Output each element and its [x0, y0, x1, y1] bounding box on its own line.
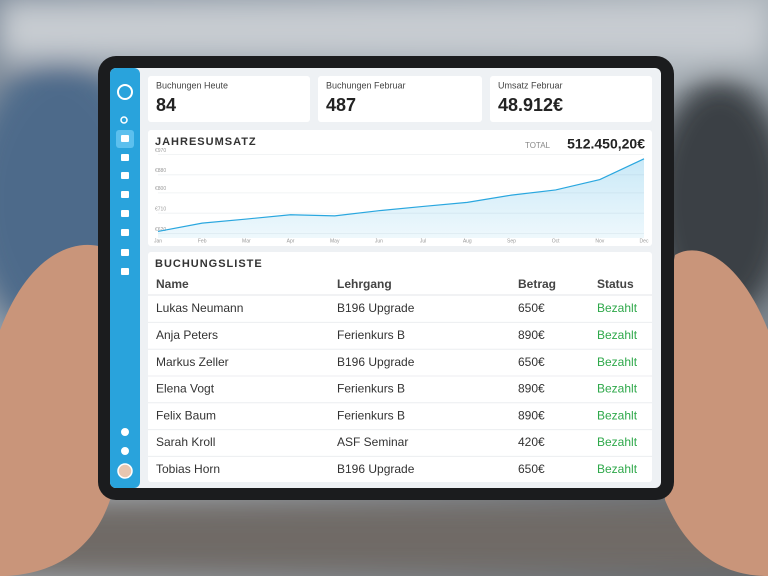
x-tick-label: Oct — [552, 238, 560, 244]
table-cell: B196 Upgrade — [337, 462, 415, 476]
table-cell: B196 Upgrade — [337, 355, 415, 369]
x-tick-label: Dec — [640, 238, 649, 244]
nav-icon — [121, 249, 129, 256]
table-cell: 890€ — [518, 328, 545, 342]
table-cell: Lukas Neumann — [156, 301, 243, 315]
y-tick-label: €880 — [155, 168, 166, 174]
stat-value: 48.912€ — [498, 95, 563, 115]
nav-icon — [121, 191, 129, 198]
nav-icon — [121, 210, 129, 217]
stat-label: Buchungen Februar — [326, 80, 406, 90]
table-cell: Ferienkurs B — [337, 408, 405, 422]
table-cell: 890€ — [518, 382, 545, 396]
status-cell: Bezahlt — [597, 355, 638, 369]
x-tick-label: Feb — [198, 238, 207, 244]
nav-icon — [120, 116, 128, 124]
chart-title: JAHRESUMSATZ — [155, 136, 257, 148]
nav-icon — [121, 229, 129, 236]
table-cell: 650€ — [518, 301, 545, 315]
table-cell: Ferienkurs B — [337, 328, 405, 342]
sidebar-bg — [110, 68, 140, 488]
table-cell: Tobias Horn — [156, 462, 220, 476]
line — [157, 158, 645, 233]
x-tick-label: Jun — [375, 238, 383, 244]
table-cell: Ferienkurs B — [337, 382, 405, 396]
x-tick-label: Nov — [595, 238, 604, 244]
status-cell: Bezahlt — [597, 408, 638, 422]
table-cell: 890€ — [518, 408, 545, 422]
help-icon — [121, 447, 129, 455]
logo-icon — [117, 84, 133, 100]
column-header: Betrag — [518, 277, 556, 291]
table-title: BUCHUNGSLISTE — [155, 258, 263, 270]
x-tick-label: Jan — [154, 238, 162, 244]
x-tick-label: Jul — [420, 238, 426, 244]
status-cell: Bezahlt — [597, 435, 638, 449]
x-tick-label: Aug — [463, 238, 472, 244]
table-card — [148, 252, 652, 482]
stat-value: 487 — [326, 95, 356, 115]
column-header: Name — [156, 277, 189, 291]
column-header: Lehrgang — [337, 277, 392, 291]
column-header: Status — [597, 277, 634, 291]
stat-label: Umsatz Februar — [498, 80, 563, 90]
table-cell: 650€ — [518, 355, 545, 369]
status-cell: Bezahlt — [597, 462, 638, 476]
nav-icon — [121, 172, 129, 179]
table-cell: Elena Vogt — [156, 382, 215, 396]
avatar — [117, 463, 133, 479]
nav-icon — [121, 268, 129, 275]
table-cell: Anja Peters — [156, 328, 218, 342]
table-cell: ASF Seminar — [337, 435, 408, 449]
table-cell: Felix Baum — [156, 408, 216, 422]
sidebar — [110, 68, 140, 488]
hands — [0, 244, 768, 576]
total-value: 512.450,20€ — [567, 136, 645, 152]
nav-icon — [121, 154, 129, 161]
status-cell: Bezahlt — [597, 382, 638, 396]
settings-icon — [121, 428, 129, 436]
x-tick-label: Sep — [507, 238, 516, 244]
y-tick-label: €620 — [155, 227, 166, 233]
y-tick-label: €970 — [155, 148, 166, 154]
table-cell: 650€ — [518, 462, 545, 476]
stat-label: Buchungen Heute — [156, 80, 228, 90]
table-cell: B196 Upgrade — [337, 301, 415, 315]
x-tick-label: May — [330, 238, 340, 244]
table-cell: 420€ — [518, 435, 545, 449]
status-cell: Bezahlt — [597, 328, 638, 342]
y-tick-label: €800 — [155, 186, 166, 192]
total-label: TOTAL — [525, 141, 551, 150]
stat-card — [318, 76, 482, 122]
stat-value: 84 — [156, 95, 176, 115]
stat-card — [490, 76, 652, 122]
nav-icon — [121, 135, 129, 142]
y-tick-label: €710 — [155, 207, 166, 213]
table-cell: Sarah Kroll — [156, 435, 215, 449]
status-cell: Bezahlt — [597, 301, 638, 315]
area — [158, 158, 644, 238]
stat-card — [148, 76, 310, 122]
table-cell: Markus Zeller — [156, 355, 229, 369]
x-tick-label: Apr — [287, 238, 295, 244]
x-tick-label: Mar — [242, 238, 251, 244]
